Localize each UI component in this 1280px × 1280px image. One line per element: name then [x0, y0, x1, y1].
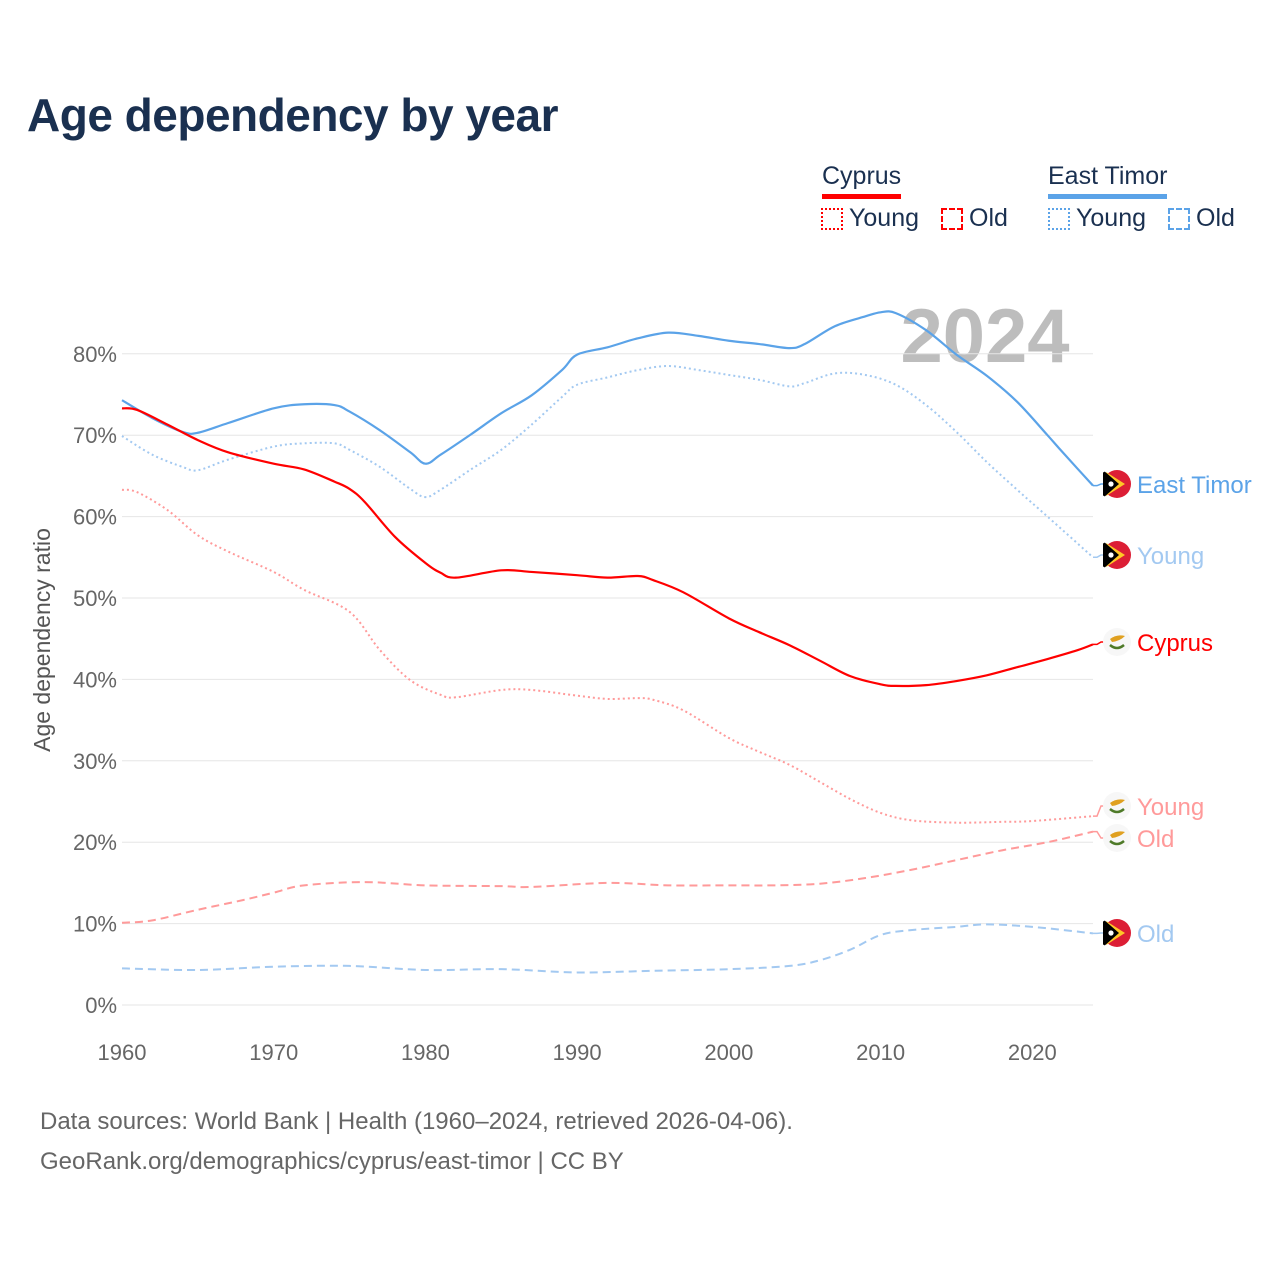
y-tick-label: 50%	[73, 586, 117, 611]
legend-east-timor-label: East Timor	[1048, 162, 1168, 190]
flag-island	[1110, 799, 1125, 806]
east-timor-flag-icon	[1103, 919, 1131, 947]
y-tick-label: 40%	[73, 667, 117, 692]
x-tick-label: 2010	[856, 1040, 905, 1065]
y-tick-label: 20%	[73, 830, 117, 855]
dashed-swatch-icon	[1168, 207, 1190, 230]
legend-cyprus-young[interactable]: Young	[821, 204, 919, 233]
legend-label: Young	[1076, 204, 1146, 232]
y-tick-label: 70%	[73, 423, 117, 448]
cyprus-flag-icon	[1103, 628, 1131, 656]
x-tick-label: 1980	[401, 1040, 450, 1065]
series-end-label: East Timor	[1137, 472, 1252, 499]
dashed-swatch-icon	[941, 207, 963, 230]
series-end-label: Old	[1137, 921, 1174, 948]
flag-star	[1108, 930, 1114, 936]
series-line-cyprus-old	[121, 830, 1094, 924]
y-tick-label: 30%	[73, 749, 117, 774]
flag-olive-branches	[1109, 644, 1125, 650]
y-axis-label: Age dependency ratio	[29, 528, 55, 752]
legend-east-timor-old[interactable]: Old	[1168, 204, 1235, 233]
legend-label: Old	[1196, 204, 1235, 232]
legend-cyprus-swatch	[822, 194, 902, 199]
east-timor-flag-icon	[1103, 541, 1131, 569]
legend-label: Old	[969, 204, 1008, 232]
series-line-east-timor-old	[121, 923, 1094, 974]
legend-cyprus-old[interactable]: Old	[941, 204, 1008, 233]
year-watermark: 2024	[900, 294, 1069, 379]
series-end-label: Cyprus	[1137, 630, 1213, 657]
footer-url[interactable]: GeoRank.org/demographics/cyprus/east-tim…	[40, 1148, 624, 1175]
flag-bg	[1103, 792, 1131, 820]
flag-bg	[1103, 824, 1131, 852]
legend-cyprus-label: Cyprus	[822, 162, 902, 190]
dotted-swatch-icon	[821, 207, 843, 230]
dotted-swatch-icon	[1048, 207, 1070, 230]
series-line-cyprus-young	[121, 488, 1094, 824]
y-tick-label: 60%	[73, 505, 117, 530]
flag-island	[1110, 831, 1125, 838]
flag-island	[1110, 635, 1125, 642]
legend-east-timor-swatch	[1048, 194, 1168, 199]
flag-star	[1108, 481, 1114, 487]
footer-sources: Data sources: World Bank | Health (1960–…	[40, 1108, 793, 1135]
cyprus-flag-icon	[1103, 824, 1131, 852]
series-end-label: Young	[1137, 543, 1204, 570]
series-line-east-timor-young	[121, 365, 1094, 559]
legend-east-timor-young[interactable]: Young	[1048, 204, 1146, 233]
x-tick-label: 1990	[553, 1040, 602, 1065]
series-line-cyprus	[121, 407, 1094, 688]
cyprus-flag-icon	[1103, 792, 1131, 820]
x-tick-label: 2000	[704, 1040, 753, 1065]
flag-olive-branches	[1109, 840, 1125, 846]
y-tick-label: 10%	[73, 912, 117, 937]
y-tick-label: 0%	[85, 993, 117, 1018]
flag-olive-branches	[1109, 808, 1125, 814]
flag-star	[1108, 552, 1114, 558]
series-line-east-timor	[121, 310, 1094, 487]
legend-cyprus[interactable]: Cyprus	[822, 162, 902, 199]
x-tick-label: 2020	[1008, 1040, 1057, 1065]
y-tick-label: 80%	[73, 342, 117, 367]
flag-bg	[1103, 628, 1131, 656]
legend-label: Young	[849, 204, 919, 232]
chart-title: Age dependency by year	[27, 89, 558, 141]
x-tick-label: 1970	[249, 1040, 298, 1065]
series-end-label: Old	[1137, 826, 1174, 853]
x-tick-label: 1960	[98, 1040, 147, 1065]
east-timor-flag-icon	[1103, 470, 1131, 498]
legend-east-timor[interactable]: East Timor	[1048, 162, 1168, 199]
series-end-label: Young	[1137, 794, 1204, 821]
